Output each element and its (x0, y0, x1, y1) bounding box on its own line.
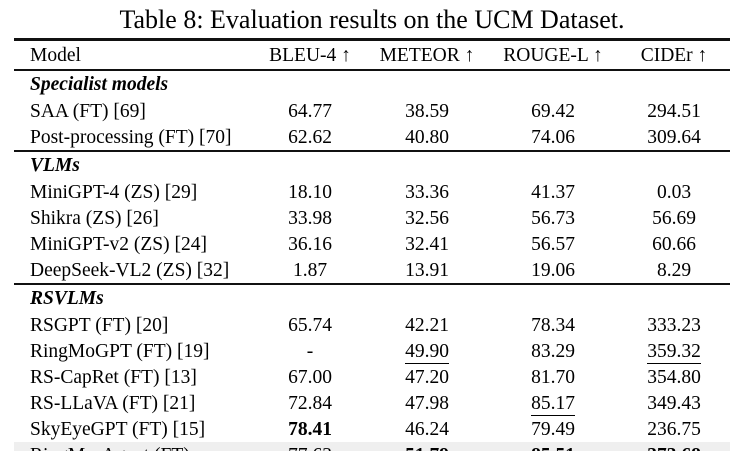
metric-value-cell: 33.36 (405, 181, 449, 203)
metric-value-cell: 33.98 (288, 207, 332, 229)
second-best-value: 49.90 (405, 340, 449, 364)
table-row: Shikra (ZS) [26] 33.98 32.56 56.73 56.69 (14, 205, 730, 231)
section-header-row: RSVLMs (14, 283, 730, 312)
best-value-cell: 85.51 (488, 442, 618, 451)
metric-value-cell: 36.16 (288, 233, 332, 255)
metric-value-cell: 47.98 (405, 392, 449, 414)
metric-value-cell: 60.66 (652, 233, 696, 255)
model-name-cell: MiniGPT-4 (ZS) [29] (30, 181, 198, 203)
metric-value-cell: 56.57 (531, 233, 575, 255)
table-row: RS-LLaVA (FT) [21] 72.84 47.98 85.17 349… (14, 390, 730, 416)
metric-value-cell: 40.80 (405, 126, 449, 148)
model-name-cell: RingMo-Agent (FT) (14, 442, 254, 451)
metric-value-cell: 72.84 (288, 392, 332, 414)
second-best-value: 85.17 (531, 392, 575, 416)
section-label: Specialist models (14, 69, 730, 98)
metric-value-cell: 0.03 (656, 181, 692, 203)
column-header-bleu4: BLEU-4 ↑ (254, 39, 366, 71)
metric-value-cell: 47.20 (405, 366, 449, 388)
column-header-cider: CIDEr ↑ (618, 39, 730, 71)
metric-value-cell: 19.06 (531, 259, 575, 281)
table-caption: Table 8: Evaluation results on the UCM D… (119, 5, 625, 34)
metric-value-cell: 8.29 (656, 259, 692, 281)
best-value-cell: 373.68 (618, 442, 730, 451)
metric-value-cell: 42.21 (405, 314, 449, 336)
table-row: RSGPT (FT) [20] 65.74 42.21 78.34 333.23 (14, 312, 730, 338)
section-header-row: VLMs (14, 150, 730, 179)
model-name-cell: RSGPT (FT) [20] (30, 314, 169, 336)
model-name-cell: SAA (FT) [69] (30, 100, 146, 122)
model-name-cell: RingMoGPT (FT) [19] (30, 340, 210, 362)
model-name-cell: Post-processing (FT) [70] (30, 126, 232, 148)
metric-value-cell: 83.29 (531, 340, 575, 362)
highlighted-row: RingMo-Agent (FT) 77.63 51.79 85.51 373.… (14, 442, 730, 451)
metric-value-cell: 294.51 (647, 100, 701, 122)
metric-value-cell: 81.70 (531, 366, 575, 388)
section-header-row: Specialist models (14, 69, 730, 98)
table-row: DeepSeek-VL2 (ZS) [32] 1.87 13.91 19.06 … (14, 257, 730, 284)
metric-value-cell: 62.62 (288, 126, 332, 148)
table-row: RingMoGPT (FT) [19] - 49.90 83.29 359.32 (14, 338, 730, 364)
second-best-value: 77.63 (288, 445, 332, 451)
metric-value-cell: 359.32 (618, 338, 730, 364)
header-row: Model BLEU-4 ↑ METEOR ↑ ROUGE-L ↑ CIDEr … (14, 39, 730, 71)
model-name-cell: MiniGPT-v2 (ZS) [24] (30, 233, 207, 255)
metric-value-cell: 49.90 (366, 338, 488, 364)
model-name-cell: SkyEyeGPT (FT) [15] (30, 418, 206, 440)
table-row: MiniGPT-v2 (ZS) [24] 36.16 32.41 56.57 6… (14, 231, 730, 257)
metric-value-cell: 56.73 (531, 207, 575, 229)
metric-value-cell: 32.41 (405, 233, 449, 255)
table-row: Post-processing (FT) [70] 62.62 40.80 74… (14, 124, 730, 151)
metric-value-cell: 354.80 (647, 366, 701, 388)
model-name-cell: Shikra (ZS) [26] (30, 207, 159, 229)
metric-value-cell: 32.56 (405, 207, 449, 229)
column-header-model: Model (14, 39, 254, 71)
metric-value-cell: 13.91 (405, 259, 449, 281)
table-row: MiniGPT-4 (ZS) [29] 18.10 33.36 41.37 0.… (14, 179, 730, 205)
metric-value-cell: 65.74 (288, 314, 332, 336)
model-name-cell: DeepSeek-VL2 (ZS) [32] (30, 259, 230, 281)
metric-value-cell: - (306, 340, 314, 362)
model-name-cell: RS-CapRet (FT) [13] (30, 366, 197, 388)
metric-value-cell: 333.23 (647, 314, 701, 336)
metric-value-cell: 78.34 (531, 314, 575, 336)
section-label: RSVLMs (14, 283, 730, 312)
model-name-cell: RS-LLaVA (FT) [21] (30, 392, 196, 414)
metric-value-cell: 38.59 (405, 100, 449, 122)
metric-value-cell: 18.10 (288, 181, 332, 203)
section-label: VLMs (14, 150, 730, 179)
metric-value-cell: 236.75 (647, 418, 701, 440)
column-header-meteor: METEOR ↑ (366, 39, 488, 71)
table-row: RS-CapRet (FT) [13] 67.00 47.20 81.70 35… (14, 364, 730, 390)
metric-value-cell: 67.00 (288, 366, 332, 388)
column-header-rougel: ROUGE-L ↑ (488, 39, 618, 71)
metric-value-cell: 64.77 (288, 100, 332, 122)
metric-value-cell: 56.69 (652, 207, 696, 229)
metric-value-cell: 74.06 (531, 126, 575, 148)
evaluation-results-table: Model BLEU-4 ↑ METEOR ↑ ROUGE-L ↑ CIDEr … (14, 38, 730, 451)
metric-value-cell: 46.24 (405, 418, 449, 440)
metric-value-cell: 41.37 (531, 181, 575, 203)
table-row: SAA (FT) [69] 64.77 38.59 69.42 294.51 (14, 98, 730, 124)
metric-value-cell: 85.17 (488, 390, 618, 416)
metric-value-cell: 349.43 (647, 392, 701, 414)
metric-value-cell: 79.49 (531, 418, 575, 440)
table-row: SkyEyeGPT (FT) [15] 78.41 46.24 79.49 23… (14, 416, 730, 442)
second-best-value: 359.32 (647, 340, 701, 364)
metric-value-cell: 77.63 (254, 442, 366, 451)
metric-value-cell: 1.87 (292, 259, 328, 281)
best-value-cell: 51.79 (366, 442, 488, 451)
metric-value-cell: 69.42 (531, 100, 575, 122)
metric-value-cell: 309.64 (647, 126, 701, 148)
best-value-cell: 78.41 (288, 418, 332, 440)
